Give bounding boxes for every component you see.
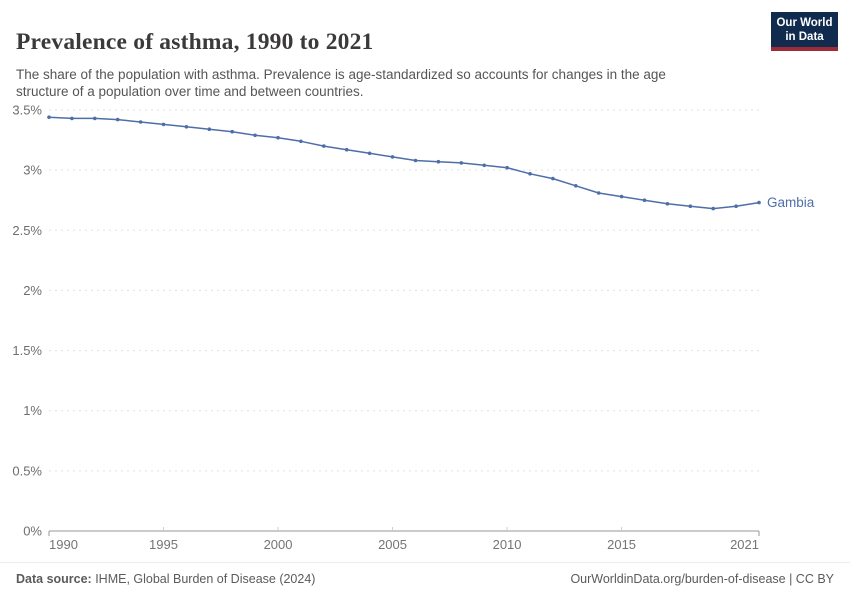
y-axis-labels: 0% 0.5% 1% 1.5% 2% 2.5% 3% 3.5% — [12, 103, 42, 539]
y-tick-label: 1% — [23, 403, 42, 418]
data-point — [619, 194, 624, 199]
data-point — [459, 161, 464, 165]
y-tick-label: 1.5% — [12, 343, 42, 358]
data-source-label: Data source: — [16, 572, 92, 586]
data-point — [551, 176, 555, 181]
y-tick-label: 3.5% — [12, 103, 42, 118]
data-point — [47, 115, 51, 119]
x-tick-label: 2021 — [730, 537, 759, 552]
chart-subtitle: The share of the population with asthma.… — [16, 66, 666, 100]
data-point — [207, 127, 212, 131]
y-tick-label: 3% — [23, 163, 42, 178]
data-point — [93, 116, 97, 121]
owid-logo: Our World in Data — [771, 12, 838, 52]
data-point — [161, 122, 166, 127]
data-point — [344, 147, 349, 152]
series-gambia: Gambia — [47, 115, 815, 211]
data-point — [299, 139, 303, 144]
series-end-label: Gambia — [767, 195, 815, 210]
y-tick-label: 0.5% — [12, 463, 42, 478]
data-point — [322, 144, 326, 148]
data-point — [482, 163, 487, 168]
data-point — [276, 135, 280, 140]
data-point — [115, 117, 120, 122]
x-tick-label: 2000 — [264, 537, 293, 552]
data-point — [757, 200, 761, 205]
data-point — [596, 191, 601, 195]
x-tick-label: 2005 — [378, 537, 407, 552]
data-point — [505, 165, 509, 170]
data-point — [665, 202, 670, 206]
data-point — [528, 172, 532, 176]
chart-title: Prevalence of asthma, 1990 to 2021 — [16, 28, 374, 55]
data-point — [436, 159, 441, 164]
data-source-text: IHME, Global Burden of Disease (2024) — [91, 572, 316, 586]
y-tick-label: 0% — [23, 524, 42, 539]
x-tick-label: 1995 — [149, 537, 178, 552]
data-point — [230, 129, 234, 134]
data-point — [253, 133, 257, 138]
data-point — [138, 120, 143, 124]
y-tick-label: 2.5% — [12, 223, 42, 238]
citation-link[interactable]: OurWorldinData.org/burden-of-disease | C… — [570, 572, 834, 586]
data-point — [711, 206, 715, 211]
data-point — [413, 158, 418, 163]
chart-footer: Data source: IHME, Global Burden of Dise… — [0, 562, 850, 586]
data-point — [70, 116, 74, 121]
y-tick-label: 2% — [23, 283, 42, 298]
x-tick-label: 2015 — [607, 537, 636, 552]
data-line — [48, 116, 760, 210]
x-axis: 1990 1995 2000 2005 2010 2015 2021 — [48, 527, 760, 552]
owid-logo-line2: in Data — [785, 31, 824, 44]
x-tick-label: 2010 — [493, 537, 522, 552]
data-point — [367, 151, 372, 156]
x-tick-label: 1990 — [49, 537, 78, 552]
owid-logo-line1: Our World — [776, 17, 833, 29]
data-source: Data source: IHME, Global Burden of Dise… — [16, 572, 315, 586]
data-point — [688, 204, 693, 208]
data-point — [734, 204, 738, 208]
data-point — [642, 198, 647, 202]
data-point — [184, 125, 189, 129]
data-point — [574, 184, 578, 188]
gridlines — [49, 109, 759, 472]
data-point — [390, 155, 395, 159]
